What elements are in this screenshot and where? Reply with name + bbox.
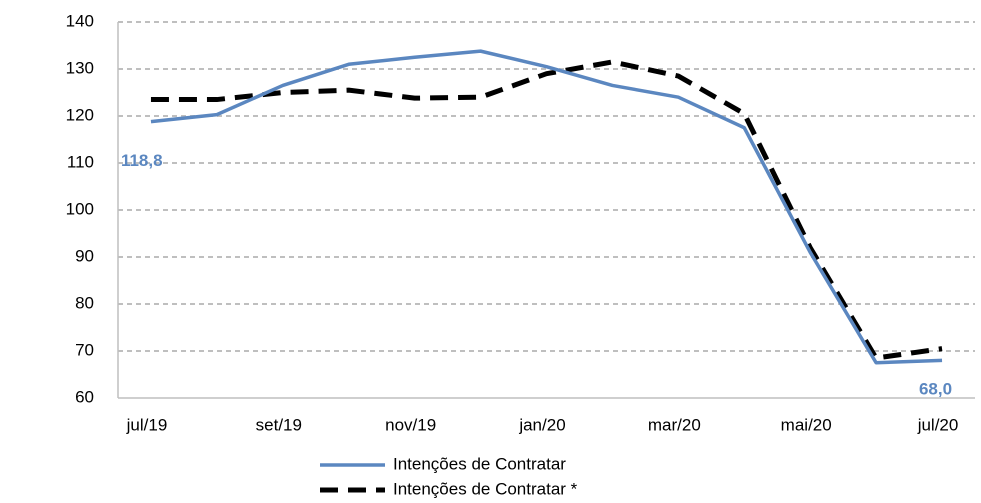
- x-tick-label: nov/19: [385, 415, 436, 434]
- y-tick-label: 80: [75, 293, 94, 312]
- x-tick-label: jul/20: [917, 415, 959, 434]
- data-label: 118,8: [121, 151, 163, 170]
- x-tick-label: set/19: [256, 415, 302, 434]
- data-label: 68,0: [919, 379, 952, 398]
- legend-label: Intenções de Contratar: [393, 454, 566, 473]
- y-tick-label: 140: [66, 11, 94, 30]
- y-tick-label: 90: [75, 246, 94, 265]
- series-line: [150, 59, 943, 361]
- x-tick-label: jan/20: [518, 415, 565, 434]
- x-tick-label: mar/20: [648, 415, 701, 434]
- x-tick-label: mai/20: [781, 415, 832, 434]
- legend-label: Intenções de Contratar *: [393, 479, 578, 498]
- y-tick-label: 60: [75, 387, 94, 406]
- y-tick-label: 70: [75, 340, 94, 359]
- y-tick-label: 110: [67, 152, 94, 171]
- y-tick-label: 120: [66, 105, 94, 124]
- y-tick-label: 100: [66, 199, 94, 218]
- y-tick-label: 130: [66, 58, 94, 77]
- series-line: [150, 49, 943, 365]
- x-tick-label: jul/19: [126, 415, 168, 434]
